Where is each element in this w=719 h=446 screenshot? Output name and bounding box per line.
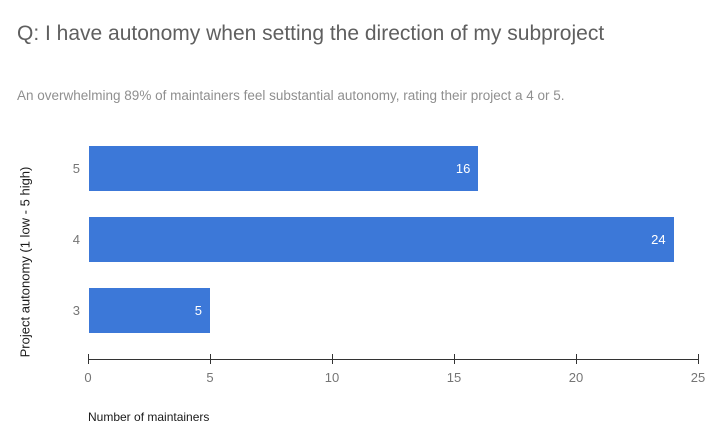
x-tick-label: 5 xyxy=(206,370,214,385)
y-axis-category-label: 3 xyxy=(72,303,80,318)
x-tick-mark xyxy=(210,354,211,364)
x-axis-title: Number of maintainers xyxy=(88,410,210,424)
bar-category-5: 16 xyxy=(89,146,479,191)
bar-category-4: 24 xyxy=(89,217,674,262)
chart-subtitle: An overwhelming 89% of maintainers feel … xyxy=(17,88,565,103)
bar-value-label: 5 xyxy=(194,303,202,318)
x-tick-mark xyxy=(332,354,333,364)
x-tick-mark xyxy=(698,354,699,364)
x-tick-mark xyxy=(576,354,577,364)
x-tick-label: 15 xyxy=(446,370,462,385)
x-tick-mark xyxy=(454,354,455,364)
bar-value-label: 16 xyxy=(455,161,471,176)
x-tick-label: 25 xyxy=(690,370,706,385)
bar-category-3: 5 xyxy=(89,288,210,333)
y-axis-category-label: 4 xyxy=(72,232,80,247)
y-axis-category-label: 5 xyxy=(72,161,80,176)
x-tick-label: 20 xyxy=(568,370,584,385)
bar-value-label: 24 xyxy=(651,232,666,247)
x-tick-mark xyxy=(88,354,89,364)
x-tick-label: 10 xyxy=(324,370,340,385)
x-tick-label: 0 xyxy=(84,370,92,385)
x-axis-line xyxy=(88,359,699,360)
chart-title: Q: I have autonomy when setting the dire… xyxy=(17,22,605,45)
